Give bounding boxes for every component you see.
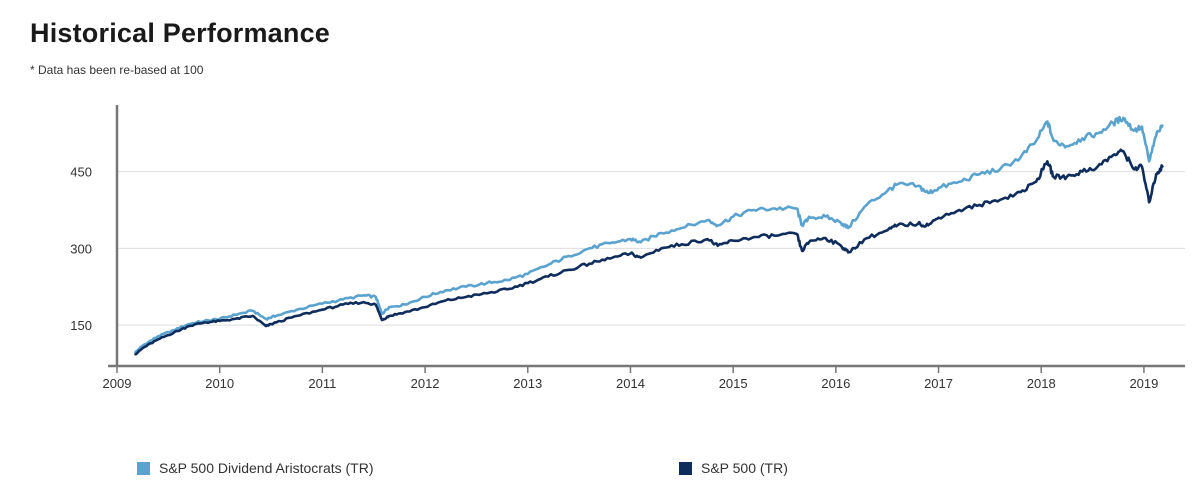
x-tick-label: 2012 — [411, 376, 440, 391]
y-axis-ticks: 150 300 450 — [70, 165, 92, 333]
page-title: Historical Performance — [30, 18, 331, 48]
series-line-sp500 — [134, 148, 1164, 356]
legend-label-dividend-aristocrats: S&P 500 Dividend Aristocrats (TR) — [159, 460, 374, 476]
x-tick-label: 2016 — [821, 376, 850, 391]
x-tick-label: 2017 — [924, 376, 953, 391]
data-series — [134, 115, 1164, 356]
x-tick-label: 2010 — [205, 376, 234, 391]
x-tick-label: 2015 — [719, 376, 748, 391]
x-tick-label: 2019 — [1129, 376, 1158, 391]
legend-swatch-sp500 — [679, 461, 692, 475]
x-tick-label: 2011 — [308, 376, 336, 391]
grid-lines — [117, 171, 1185, 326]
y-tick-label: 150 — [70, 318, 92, 333]
x-axis-ticks: 2009 2010 2011 2012 2013 2014 2015 2016 2017 2018… — [103, 366, 1158, 391]
series-line-dividend-aristocrats — [134, 115, 1164, 354]
y-tick-label: 300 — [70, 241, 92, 256]
legend-item-sp500: S&P 500 (TR) — [679, 458, 788, 478]
legend-swatch-dividend-aristocrats — [137, 461, 150, 475]
axes — [108, 105, 1185, 368]
x-tick-label: 2013 — [513, 376, 542, 391]
y-tick-label: 450 — [70, 165, 92, 180]
legend-label-sp500: S&P 500 (TR) — [701, 460, 788, 476]
x-tick-label: 2018 — [1027, 376, 1056, 391]
legend-item-dividend-aristocrats: S&P 500 Dividend Aristocrats (TR) — [137, 458, 374, 478]
x-tick-label: 2009 — [103, 376, 132, 391]
subtitle: * Data has been re-based at 100 — [30, 63, 204, 77]
x-tick-label: 2014 — [616, 376, 645, 391]
